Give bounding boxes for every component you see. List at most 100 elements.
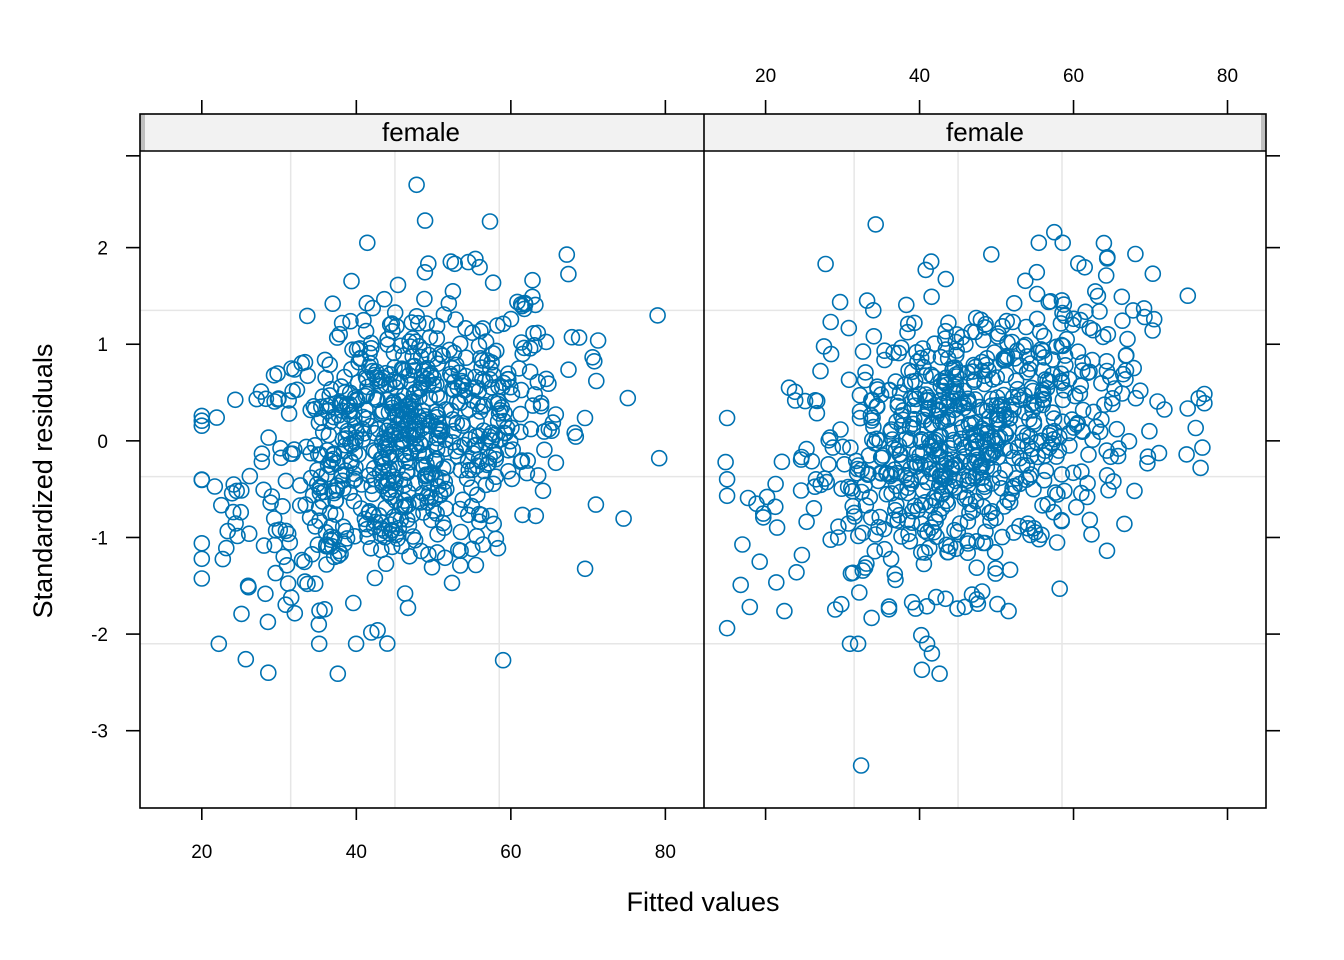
data-point bbox=[429, 355, 447, 373]
data-point bbox=[444, 434, 462, 451]
data-point bbox=[1033, 526, 1050, 544]
data-point bbox=[1196, 394, 1213, 412]
data-point bbox=[387, 481, 404, 499]
data-point bbox=[872, 449, 890, 466]
data-point bbox=[1049, 486, 1066, 503]
data-point bbox=[916, 544, 934, 561]
data-point bbox=[318, 465, 336, 483]
data-point bbox=[275, 548, 293, 566]
data-point bbox=[369, 369, 386, 387]
data-point bbox=[908, 343, 925, 361]
data-point bbox=[876, 540, 893, 558]
data-point bbox=[272, 449, 290, 467]
data-point bbox=[442, 253, 460, 270]
data-point bbox=[286, 604, 304, 622]
data-point bbox=[398, 463, 415, 481]
data-point bbox=[786, 392, 804, 409]
data-point bbox=[477, 333, 495, 350]
data-point bbox=[373, 520, 391, 537]
data-point bbox=[501, 378, 519, 396]
data-point bbox=[650, 449, 668, 467]
data-point bbox=[329, 665, 347, 683]
data-point bbox=[193, 534, 211, 552]
data-point bbox=[302, 401, 320, 419]
data-point bbox=[206, 478, 224, 495]
data-point bbox=[901, 431, 919, 449]
data-point bbox=[342, 452, 359, 470]
data-point bbox=[355, 408, 372, 426]
data-point bbox=[1009, 388, 1027, 405]
data-point bbox=[867, 526, 884, 543]
data-point bbox=[467, 436, 485, 454]
data-point bbox=[332, 545, 349, 563]
data-point bbox=[953, 419, 971, 436]
data-point bbox=[394, 435, 412, 453]
data-point bbox=[277, 596, 295, 614]
data-point bbox=[955, 399, 973, 417]
data-point bbox=[793, 448, 810, 466]
data-point bbox=[829, 529, 847, 546]
data-point bbox=[503, 385, 521, 403]
axis-ticks: 20 20 40 40 60 60 80 80 -3 -2 -1 0 1 2 bbox=[91, 66, 1280, 863]
data-point bbox=[504, 441, 522, 458]
data-point bbox=[1037, 462, 1055, 480]
data-point bbox=[1098, 542, 1116, 560]
data-point bbox=[732, 576, 750, 594]
data-point bbox=[219, 522, 236, 540]
data-point bbox=[718, 487, 736, 505]
data-point bbox=[225, 476, 242, 493]
data-point bbox=[512, 295, 530, 313]
data-point bbox=[467, 250, 484, 268]
y-tick-label: -1 bbox=[91, 528, 108, 549]
data-point bbox=[1120, 432, 1138, 450]
data-point bbox=[1100, 481, 1117, 499]
data-point bbox=[1097, 267, 1115, 284]
data-point bbox=[977, 523, 994, 541]
data-point bbox=[416, 212, 434, 229]
data-point bbox=[1114, 312, 1131, 330]
data-point bbox=[468, 457, 486, 475]
data-point bbox=[458, 470, 476, 488]
data-point bbox=[615, 510, 632, 527]
data-point bbox=[939, 350, 957, 367]
x-tick-label-top: 20 bbox=[755, 66, 776, 87]
data-point bbox=[280, 405, 298, 422]
data-point bbox=[526, 336, 543, 354]
data-point bbox=[844, 564, 862, 582]
data-point bbox=[291, 477, 309, 494]
data-point bbox=[717, 453, 734, 471]
x-tick-label-bottom: 60 bbox=[500, 842, 521, 863]
data-point bbox=[361, 502, 378, 520]
data-point bbox=[912, 626, 930, 644]
data-point bbox=[917, 392, 935, 409]
data-point bbox=[325, 446, 342, 464]
data-point bbox=[285, 441, 303, 458]
data-point bbox=[912, 349, 930, 367]
data-point bbox=[903, 593, 921, 611]
data-point bbox=[940, 314, 957, 332]
data-point bbox=[455, 374, 472, 392]
data-point bbox=[904, 420, 922, 437]
data-point bbox=[280, 392, 298, 409]
data-point bbox=[1141, 422, 1158, 440]
data-point bbox=[792, 482, 810, 499]
data-point bbox=[270, 390, 287, 407]
data-point bbox=[446, 255, 464, 273]
data-point bbox=[413, 374, 430, 391]
data-point bbox=[467, 556, 485, 574]
data-point bbox=[452, 542, 469, 560]
data-point bbox=[386, 406, 404, 424]
data-point bbox=[342, 312, 359, 330]
data-point bbox=[1113, 288, 1131, 306]
data-point bbox=[431, 389, 448, 407]
data-point bbox=[343, 272, 360, 290]
data-point bbox=[303, 545, 321, 563]
data-point bbox=[824, 439, 842, 456]
data-point bbox=[210, 635, 228, 653]
data-point bbox=[876, 351, 893, 369]
data-point bbox=[402, 393, 420, 411]
data-point bbox=[429, 406, 447, 423]
data-point bbox=[378, 635, 396, 652]
data-point bbox=[587, 372, 605, 390]
data-point bbox=[448, 393, 466, 411]
